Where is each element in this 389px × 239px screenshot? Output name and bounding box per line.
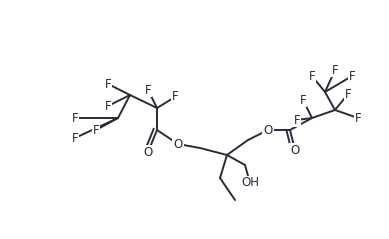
Text: F: F [105, 99, 111, 113]
Text: F: F [309, 70, 315, 82]
Text: F: F [332, 64, 338, 76]
Text: O: O [263, 124, 273, 136]
Text: F: F [172, 91, 178, 103]
Text: F: F [105, 77, 111, 91]
Text: F: F [294, 114, 300, 126]
Text: F: F [145, 83, 151, 97]
Text: O: O [144, 146, 152, 158]
Text: O: O [290, 143, 300, 157]
Text: O: O [173, 137, 182, 151]
Text: F: F [349, 70, 355, 82]
Text: F: F [93, 124, 99, 136]
Text: F: F [72, 131, 78, 145]
Text: F: F [345, 87, 351, 101]
Text: F: F [300, 93, 306, 107]
Text: F: F [72, 112, 78, 125]
Text: F: F [355, 112, 361, 125]
Text: OH: OH [241, 176, 259, 190]
